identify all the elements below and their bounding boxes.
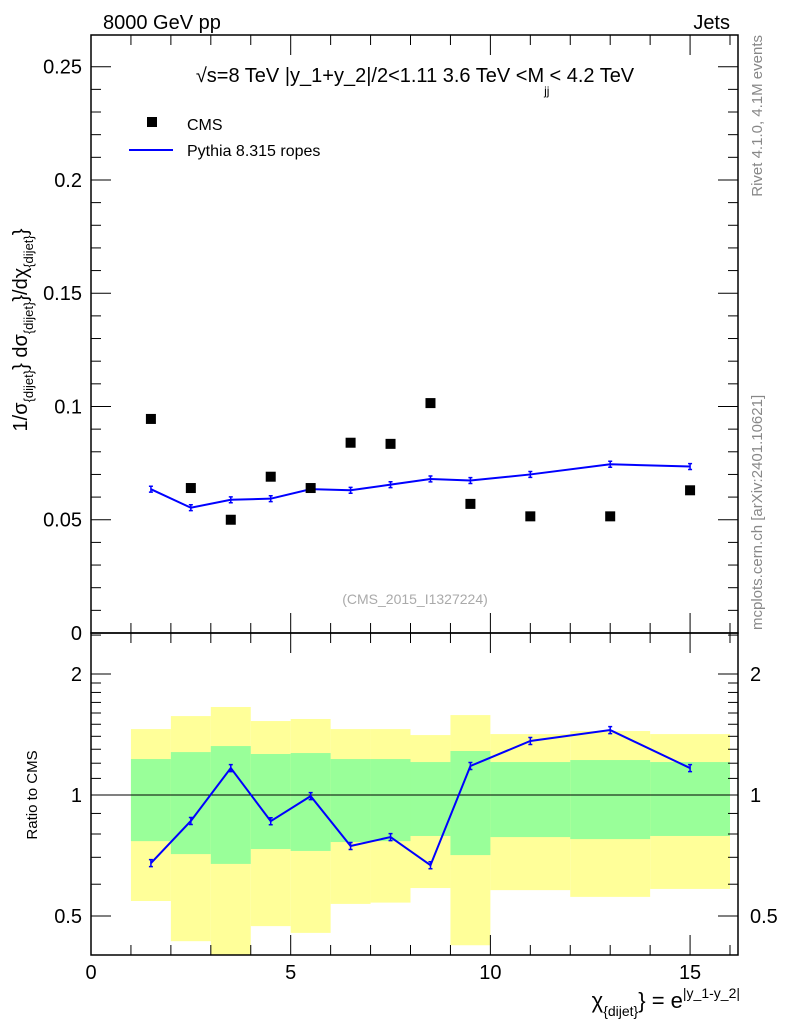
inner-band-bin: [370, 759, 411, 842]
ratio-frame: [90, 632, 739, 956]
x-tick-label: 15: [679, 962, 701, 984]
cms-point: [345, 437, 356, 448]
inner-band-bin: [570, 760, 651, 840]
ratio-errorbar: [388, 832, 393, 842]
y-tick-label: 0.5: [54, 906, 82, 928]
ratio-errorbar: [688, 763, 693, 773]
y-tick-label: 0: [71, 623, 82, 645]
ratio-panel: 0 5 10 15 0.5 0.5 1 1 2 2: [54, 632, 778, 984]
inner-band-bin: [490, 762, 571, 838]
pythia-errorbar: [428, 475, 433, 483]
y-tick-label-right: 1: [750, 785, 761, 807]
cms-point: [145, 413, 156, 424]
rivet-version-text: Rivet 4.1.0, 4.1M events: [749, 35, 766, 197]
pythia-errorbar: [188, 504, 193, 512]
pythia-errorbar: [468, 476, 473, 485]
x-tick-label: 10: [479, 962, 501, 984]
ratio-errorbar: [428, 861, 433, 870]
pythia-errorbar: [348, 486, 353, 494]
pythia-errorbar: [388, 480, 393, 489]
inner-band-bin: [650, 762, 731, 836]
main-y-axis-label: 1/σ{dijet}} dσ{dijet}}/dχ{dijet}}: [10, 228, 36, 431]
ratio-errorbar: [308, 791, 313, 801]
ratio-errorbar: [268, 816, 273, 826]
y-tick-label: 0.15: [43, 283, 82, 305]
legend-pythia-label: Pythia 8.315 ropes: [187, 143, 320, 160]
ratio-errorbar: [608, 725, 613, 735]
pythia-errorbar: [608, 460, 613, 468]
y-tick-label: 0.05: [43, 510, 82, 532]
cms-point: [185, 483, 196, 494]
x-tick-label: 5: [285, 962, 296, 984]
legend-cms-marker: [147, 117, 157, 127]
ratio-errorbar: [228, 763, 233, 773]
ratio-errorbar: [348, 841, 353, 851]
pythia-errorbar: [268, 494, 273, 503]
ratio-y-axis-label: Ratio to CMS: [24, 750, 41, 839]
ratio-line: [150, 729, 691, 867]
inner-band-bin: [290, 753, 331, 851]
y-tick-label: 1: [71, 785, 82, 807]
y-tick-label: 0.2: [54, 170, 82, 192]
cms-point: [685, 485, 696, 496]
cms-point: [385, 438, 396, 449]
plot-title: √s=8 TeV |y_1+y_2|/2<1.11 3.6 TeV <Mjj< …: [196, 65, 635, 98]
mcplots-text: mcplots.cern.ch [arXiv:2401.10621]: [749, 395, 766, 630]
analysis-watermark: (CMS_2015_I1327224): [342, 591, 488, 607]
pythia-line: [150, 463, 691, 509]
cms-point: [225, 514, 236, 525]
y-tick-label: 0.25: [43, 57, 82, 79]
ratio-errorbar: [188, 816, 193, 826]
cms-point: [465, 498, 476, 509]
pythia-errorbar: [528, 470, 533, 479]
cms-point: [265, 471, 276, 482]
header-left: 8000 GeV pp: [103, 12, 221, 34]
pythia-errorbar: [228, 496, 233, 504]
header-right: Jets: [693, 12, 730, 34]
y-tick-label: 0.1: [54, 396, 82, 418]
cms-point: [525, 511, 536, 522]
inner-band-bin: [210, 746, 251, 864]
cms-point: [305, 483, 316, 494]
pythia-errorbar: [688, 462, 693, 471]
ratio-errorbar: [528, 736, 533, 746]
ratio-errorbar: [148, 858, 153, 868]
cms-point: [605, 511, 616, 522]
ratio-errorbar: [468, 761, 473, 771]
inner-band-bin: [410, 762, 451, 836]
legend-cms-label: CMS: [187, 117, 223, 134]
inner-band-bin: [130, 759, 171, 842]
x-tick-label: 0: [85, 962, 96, 984]
y-tick-label-right: 0.5: [750, 906, 778, 928]
x-axis-label: χ{dijet}} = e|y_1-y_2|: [592, 985, 740, 1019]
cms-point: [425, 398, 436, 409]
inner-band-bin: [250, 754, 291, 850]
y-tick-label-right: 2: [750, 664, 761, 686]
y-tick-label: 2: [71, 664, 82, 686]
pythia-errorbar: [148, 485, 153, 493]
